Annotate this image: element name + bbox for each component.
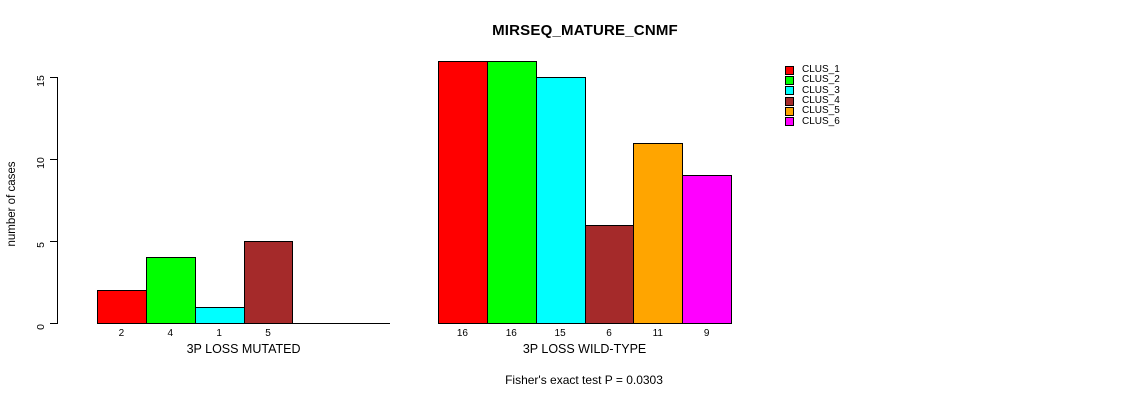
bar-value-label: 11 bbox=[652, 328, 663, 339]
bar-clus_1 bbox=[438, 60, 488, 324]
legend-item-clus_1: CLUS_1 bbox=[785, 65, 840, 75]
legend-swatch bbox=[785, 117, 794, 127]
y-axis-tick bbox=[50, 159, 57, 160]
legend-swatch bbox=[785, 86, 794, 96]
legend-item-clus_2: CLUS_2 bbox=[785, 75, 840, 85]
legend-swatch bbox=[785, 106, 794, 116]
bar-clus_4 bbox=[584, 224, 635, 324]
chart-title: MIRSEQ_MATURE_CNMF bbox=[492, 22, 678, 39]
legend-label: CLUS_4 bbox=[802, 95, 840, 107]
bar-value-label: 15 bbox=[554, 328, 566, 339]
bar-clus_3 bbox=[535, 77, 586, 324]
fisher-test-annotation: Fisher's exact test P = 0.0303 bbox=[505, 373, 663, 387]
legend: CLUS_1 CLUS_2 CLUS_3 CLUS_4 CLUS_5 CLUS_6 bbox=[785, 65, 840, 127]
bar-clus_1 bbox=[97, 290, 147, 324]
y-axis-tick bbox=[50, 77, 57, 78]
legend-label: CLUS_2 bbox=[802, 74, 840, 86]
bar-value-label: 5 bbox=[265, 328, 271, 339]
bar-value-label: 2 bbox=[118, 328, 125, 339]
legend-label: CLUS_5 bbox=[802, 105, 840, 117]
bar-value-label: 4 bbox=[167, 328, 174, 339]
y-axis-tick bbox=[50, 241, 57, 242]
legend-swatch bbox=[785, 75, 794, 85]
y-axis-tick-label-text: 10 bbox=[35, 157, 47, 169]
legend-swatch bbox=[785, 96, 794, 106]
legend-label: CLUS_6 bbox=[802, 115, 840, 127]
legend-swatch bbox=[785, 65, 794, 75]
x-axis-group-label: 3P LOSS WILD-TYPE bbox=[522, 342, 647, 356]
y-axis-tick bbox=[50, 323, 57, 324]
bar-clus_6 bbox=[682, 175, 733, 324]
legend-item-clus_4: CLUS_4 bbox=[785, 96, 840, 106]
bar-value-label: 16 bbox=[456, 328, 468, 339]
y-axis-tick-label-text: 15 bbox=[35, 75, 47, 87]
legend-item-clus_3: CLUS_3 bbox=[785, 84, 840, 96]
y-axis-tick-label-text: 0 bbox=[35, 324, 47, 330]
x-axis-group-label: 3P LOSS MUTATED bbox=[186, 342, 301, 356]
bar-value-label: 1 bbox=[216, 328, 222, 339]
bar-clus_5 bbox=[633, 142, 684, 324]
legend-label: CLUS_3 bbox=[802, 84, 840, 96]
y-axis-line bbox=[57, 77, 58, 324]
bar-clus_4 bbox=[243, 241, 294, 324]
bar-clus_3 bbox=[194, 306, 245, 324]
bar-value-label: 6 bbox=[606, 328, 612, 339]
y-axis-label-text: number of cases bbox=[6, 161, 18, 247]
bar-value-label: 9 bbox=[703, 328, 710, 339]
y-axis-tick-label-text: 5 bbox=[35, 242, 47, 248]
bar-clus_2 bbox=[145, 257, 196, 324]
legend-item-clus_6: CLUS_6 bbox=[785, 115, 840, 127]
bar-clus_2 bbox=[486, 60, 537, 324]
legend-item-clus_5: CLUS_5 bbox=[785, 106, 840, 116]
bar-value-label: 16 bbox=[505, 328, 517, 339]
legend-label: CLUS_1 bbox=[802, 64, 840, 76]
